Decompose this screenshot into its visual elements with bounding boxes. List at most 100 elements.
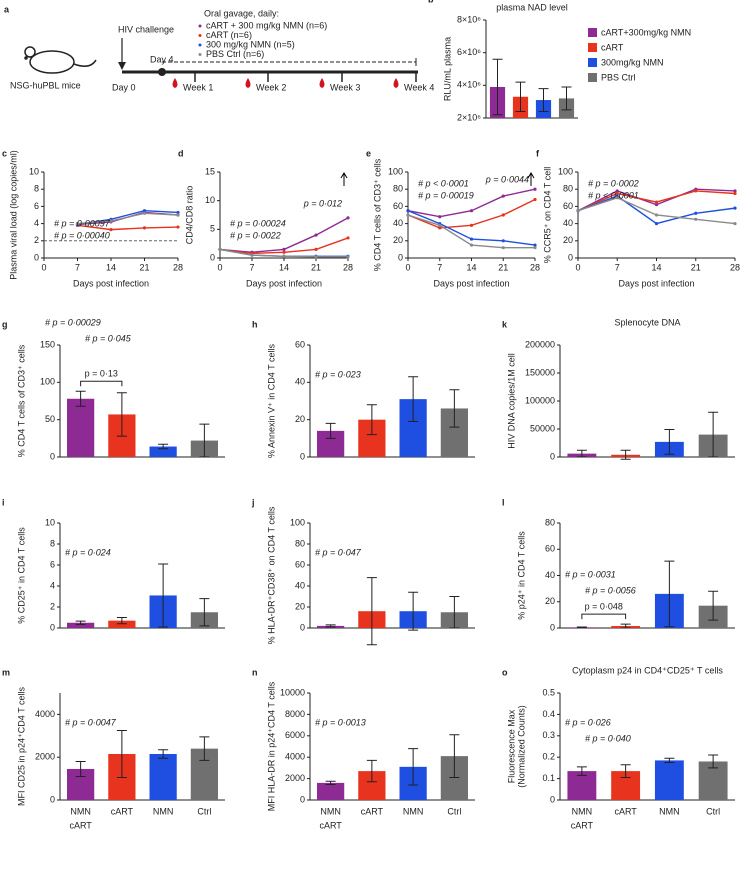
- y-tick-label: 50: [45, 414, 55, 424]
- series-line: [577, 195, 736, 225]
- annotation-arrow: [527, 172, 535, 186]
- y-tick-label: 100: [558, 166, 573, 176]
- error-bar: [449, 596, 460, 629]
- error-bar: [158, 749, 169, 759]
- panel-letter: o: [502, 667, 508, 677]
- group-label: cART + 300 mg/kg NMN (n=6): [206, 20, 327, 30]
- week-label: Week 3: [330, 82, 360, 92]
- y-tick-label: 4000: [285, 752, 305, 762]
- y-tick-label: 8: [34, 184, 39, 194]
- annotation: # p = 0·0022: [230, 230, 281, 240]
- y-tick-label: 10: [45, 517, 55, 527]
- day4-dot: [158, 68, 166, 76]
- error-bar: [408, 748, 419, 786]
- error-bar: [561, 86, 572, 111]
- group-label: 300 mg/kg NMN (n=5): [206, 39, 295, 49]
- annotation: # p = 0·040: [585, 733, 631, 743]
- x-axis-label: Days post infection: [618, 278, 694, 288]
- panel-letter: k: [502, 319, 508, 329]
- series-line: [407, 198, 536, 229]
- panel-letter: f: [536, 148, 540, 158]
- x-tick-label: 14: [106, 262, 116, 272]
- error-bar: [515, 81, 526, 112]
- y-tick-label: 8×10⁶: [457, 14, 481, 24]
- blood-drop: [172, 78, 178, 88]
- y-axis-label: % HLA-DR⁺CD38⁺ on CD4 T cells: [266, 506, 276, 644]
- error-bar: [538, 88, 549, 112]
- x-axis-label: Days post infection: [73, 278, 149, 288]
- y-tick-label: 8000: [285, 709, 305, 719]
- arrow-head: [118, 62, 126, 70]
- series-line: [77, 224, 179, 231]
- x-tick-label: NMN: [403, 806, 424, 816]
- panel-letter: a: [4, 4, 10, 14]
- x-tick-label: NMN: [70, 806, 91, 816]
- panel-letter: i: [2, 497, 5, 507]
- error-bar: [492, 58, 503, 116]
- series-line: [577, 190, 736, 212]
- panel-title: Splenocyte DNA: [614, 317, 680, 327]
- error-bar: [325, 422, 336, 439]
- y-tick-label: 50000: [530, 423, 555, 433]
- y-tick-label: 60: [393, 201, 403, 211]
- y-tick-label: 4: [34, 218, 39, 228]
- x-tick-label: 28: [343, 262, 353, 272]
- x-tick-label: cART: [361, 806, 384, 816]
- y-tick-label: 0: [300, 451, 305, 461]
- group-dot: [198, 24, 202, 28]
- error-bar: [199, 423, 210, 458]
- y-tick-label: 0: [300, 622, 305, 632]
- series-line: [577, 197, 736, 225]
- day0-label: Day 0: [112, 82, 136, 92]
- annotation: # p = 0·00024: [230, 218, 286, 228]
- error-bar: [708, 754, 719, 769]
- y-tick-label: 40: [393, 218, 403, 228]
- panel-letter: m: [2, 667, 10, 677]
- error-bar: [116, 392, 127, 437]
- annotation: # p = 0·023: [315, 369, 361, 379]
- group-dot: [198, 43, 202, 47]
- series-line: [407, 210, 536, 246]
- y-tick-label: 40: [545, 570, 555, 580]
- panel-letter: e: [366, 148, 371, 158]
- y-tick-label: 0.1: [542, 773, 555, 783]
- y-axis-label: CD4/CD8 ratio: [184, 186, 194, 245]
- bar: [567, 771, 597, 800]
- y-axis-label: MFI CD25 in p24⁺CD4 T cells: [16, 687, 26, 806]
- legend-swatch: [588, 43, 597, 52]
- panel-letter: d: [178, 148, 184, 158]
- x-tick-label: cART: [319, 820, 342, 830]
- y-tick-label: 0.5: [542, 687, 555, 697]
- y-tick-label: 0: [50, 794, 55, 804]
- y-tick-label: 80: [393, 184, 403, 194]
- y-axis-label: % CD4 T cells of CD3⁺ cells: [372, 158, 382, 271]
- y-tick-label: 10: [205, 195, 215, 205]
- y-tick-label: 6: [50, 559, 55, 569]
- error-bar: [664, 429, 675, 455]
- error-bar: [408, 376, 419, 423]
- y-axis-label: Plasma viral load (log copies/ml): [8, 150, 18, 280]
- y-tick-label: 0: [550, 451, 555, 461]
- y-tick-label: 40: [563, 218, 573, 228]
- error-bar: [366, 759, 377, 783]
- error-bar: [449, 734, 460, 779]
- legend-swatch: [588, 28, 597, 37]
- y-tick-label: 6×10⁶: [457, 47, 481, 57]
- error-bar: [576, 626, 587, 629]
- blood-drop: [319, 78, 325, 88]
- y-tick-label: 0: [50, 451, 55, 461]
- y-tick-label: 20: [295, 414, 305, 424]
- x-tick-label: 14: [279, 262, 289, 272]
- annotation: # p = 0·026: [565, 717, 611, 727]
- x-tick-label: Ctrl: [706, 806, 720, 816]
- y-tick-label: 100: [388, 166, 403, 176]
- x-tick-label: 0: [217, 262, 222, 272]
- legend-label: 300mg/kg NMN: [601, 57, 664, 67]
- gavage-label: Oral gavage, daily:: [204, 8, 279, 18]
- error-bar: [708, 411, 719, 458]
- challenge-label: HIV challenge: [118, 24, 174, 34]
- y-tick-label: 20: [393, 235, 403, 245]
- panel-letter: n: [252, 667, 258, 677]
- y-tick-label: 100: [290, 517, 305, 527]
